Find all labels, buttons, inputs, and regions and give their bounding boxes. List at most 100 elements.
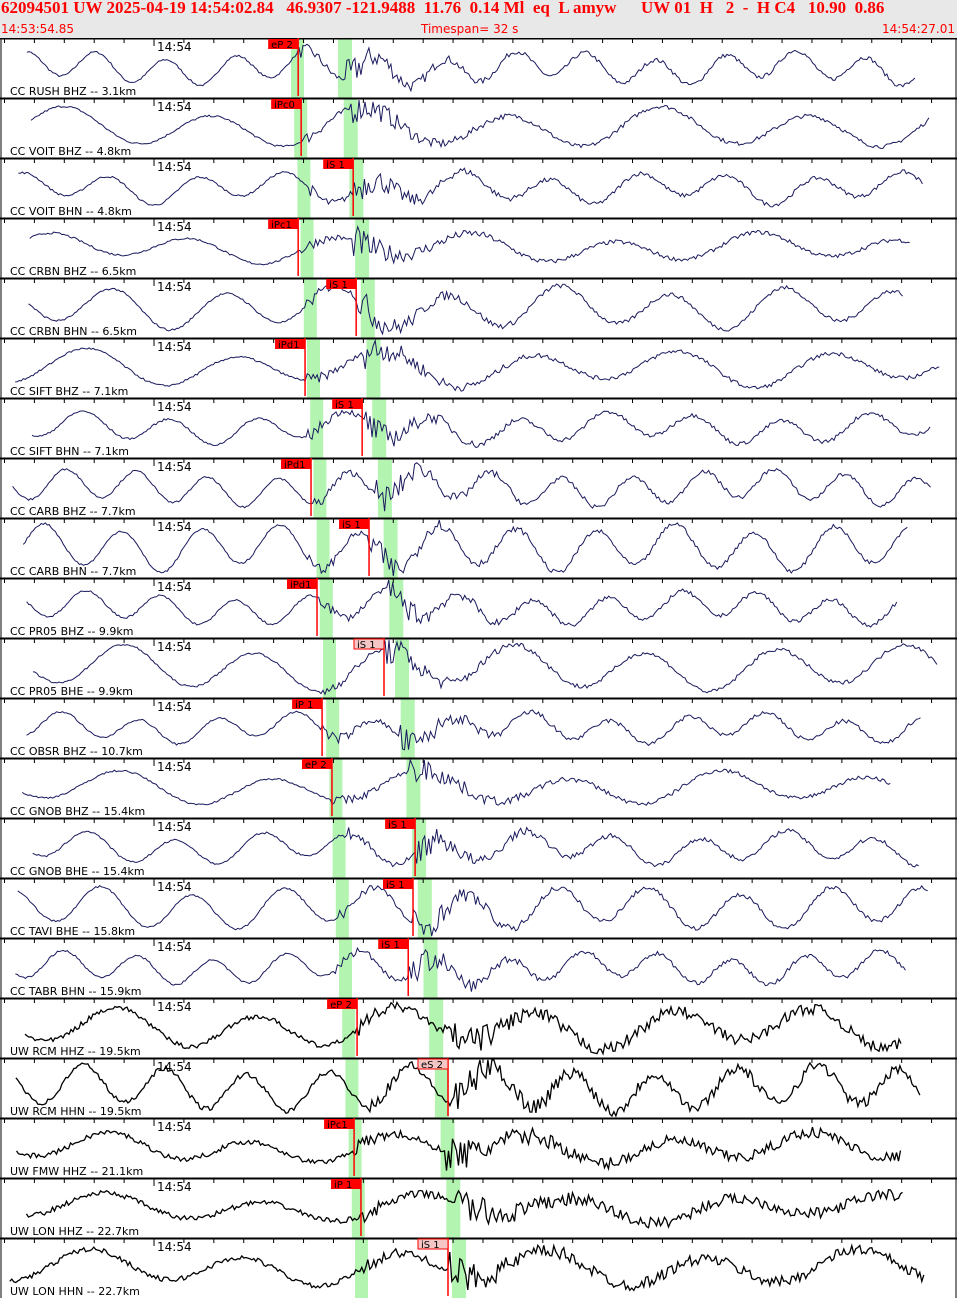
p-window bbox=[313, 458, 327, 518]
minute-label: 14:54 bbox=[157, 940, 192, 954]
waveform bbox=[29, 225, 910, 266]
pick-flag bbox=[417, 1238, 449, 1250]
waveform bbox=[15, 338, 940, 392]
pick-label: iS 1 bbox=[326, 160, 345, 171]
event-header: 62094501 UW 2025-04-19 14:54:02.84 46.93… bbox=[0, 0, 957, 38]
waveform bbox=[24, 1000, 902, 1056]
p-window bbox=[345, 1058, 359, 1118]
trace-panel: 14:54 CC SIFT BHN -- 7.1km iS 1 bbox=[0, 397, 957, 458]
s-window bbox=[377, 458, 392, 518]
waveform bbox=[15, 946, 906, 992]
s-window bbox=[434, 1058, 449, 1118]
p-window bbox=[332, 818, 346, 878]
s-window bbox=[383, 518, 398, 578]
minute-label: 14:54 bbox=[157, 640, 192, 654]
trace-panel: 14:54 CC SIFT BHZ -- 7.1km iPd1 bbox=[0, 337, 957, 398]
station-label: CC VOIT BHZ -- 4.8km bbox=[10, 145, 131, 158]
p-window bbox=[335, 878, 349, 938]
pick-label: eP 2 bbox=[305, 760, 327, 771]
station-label: CC OBSR BHZ -- 10.7km bbox=[10, 745, 143, 758]
trace-panel: 14:54 CC OBSR BHZ -- 10.7km iP 1 bbox=[0, 697, 957, 758]
waveform bbox=[32, 826, 919, 868]
pick-label: eP 2 bbox=[271, 40, 293, 51]
station-label: UW FMW HHZ -- 21.1km bbox=[10, 1165, 143, 1178]
pick-flag bbox=[275, 339, 306, 349]
station-label: CC GNOB BHZ -- 15.4km bbox=[10, 805, 145, 818]
pick-flag bbox=[268, 219, 299, 229]
station-label: UW RCM HHN -- 19.5km bbox=[10, 1105, 141, 1118]
waveform bbox=[26, 43, 916, 93]
station-label: CC CARB BHZ -- 7.7km bbox=[10, 505, 136, 518]
trace-panel: 14:54 CC TAVI BHE -- 15.8km iS 1 bbox=[0, 877, 957, 938]
minute-label: 14:54 bbox=[157, 880, 192, 894]
pick-flag bbox=[417, 1058, 449, 1070]
trace-panel: 14:54 UW FMW HHZ -- 21.1km iPc1 bbox=[0, 1117, 957, 1178]
minute-label: 14:54 bbox=[157, 1060, 192, 1074]
pick-flag bbox=[292, 699, 323, 709]
p-window bbox=[326, 698, 340, 758]
pick-flag bbox=[268, 39, 299, 49]
minute-label: 14:54 bbox=[157, 1180, 192, 1194]
station-label: CC GNOB BHE -- 15.4km bbox=[10, 865, 145, 878]
pick-label: iS 1 bbox=[386, 880, 405, 891]
pick-label: iPd1 bbox=[290, 580, 312, 591]
station-label: CC SIFT BHZ -- 7.1km bbox=[10, 385, 128, 398]
s-window bbox=[423, 938, 438, 998]
waveform bbox=[31, 409, 931, 449]
waveform bbox=[30, 99, 930, 150]
station-label: UW LON HHZ -- 22.7km bbox=[10, 1225, 139, 1238]
station-label: CC CRBN BHN -- 6.5km bbox=[10, 325, 137, 338]
waveform bbox=[17, 884, 928, 937]
event-summary: 62094501 UW 2025-04-19 14:54:02.84 46.93… bbox=[1, 0, 617, 17]
minute-label: 14:54 bbox=[157, 40, 192, 54]
minute-label: 14:54 bbox=[157, 580, 192, 594]
waveform bbox=[22, 519, 908, 577]
p-window bbox=[307, 338, 320, 398]
s-window bbox=[372, 398, 387, 458]
trace-panel: 14:54 UW RCM HHN -- 19.5km eS 2 bbox=[0, 1057, 957, 1118]
pick-label: iP 1 bbox=[295, 700, 313, 711]
station-label: CC TABR BHN -- 15.9km bbox=[10, 985, 142, 998]
p-window bbox=[339, 938, 352, 998]
minute-label: 14:54 bbox=[157, 340, 192, 354]
p-window bbox=[342, 998, 356, 1058]
minute-label: 14:54 bbox=[157, 1240, 192, 1254]
station-label: UW RCM HHZ -- 19.5km bbox=[10, 1045, 141, 1058]
seismogram-plot: 14:54 CC RUSH BHZ -- 3.1km eP 2 14:54 CC VOI… bbox=[0, 38, 957, 1298]
pick-flag bbox=[287, 579, 318, 589]
trace-panel: 14:54 CC CARB BHN -- 7.7km iS 1 bbox=[0, 517, 957, 578]
waveform bbox=[15, 1059, 921, 1118]
minute-label: 14:54 bbox=[157, 520, 192, 534]
station-label: CC CRBN BHZ -- 6.5km bbox=[10, 265, 136, 278]
station-label: CC TAVI BHE -- 15.8km bbox=[10, 925, 135, 938]
trace-panel: 14:54 CC RUSH BHZ -- 3.1km eP 2 bbox=[0, 38, 957, 98]
pick-label: iS 1 bbox=[335, 400, 354, 411]
minute-label: 14:54 bbox=[157, 760, 192, 774]
station-label: CC PR05 BHE -- 9.9km bbox=[10, 685, 133, 698]
trace-panel: 14:54 CC TABR BHN -- 15.9km iS 1 bbox=[0, 937, 957, 998]
start-time: 14:53:54.85 bbox=[1, 22, 74, 36]
waveform bbox=[18, 167, 923, 208]
pick-label: iPc1 bbox=[327, 1120, 348, 1131]
pick-flag bbox=[330, 1179, 361, 1189]
p-window bbox=[319, 578, 333, 638]
waveform bbox=[26, 709, 921, 751]
trace-panel: 14:54 CC CRBN BHZ -- 6.5km iPc1 bbox=[0, 217, 957, 278]
s-window bbox=[446, 1178, 461, 1238]
pick-label: iS 1 bbox=[388, 820, 407, 831]
station-label: UW LON HHN -- 22.7km bbox=[10, 1285, 140, 1298]
trace-panel: 14:54 UW LON HHN -- 22.7km iS 1 bbox=[0, 1237, 957, 1298]
p-window bbox=[303, 278, 317, 338]
minute-label: 14:54 bbox=[157, 1120, 192, 1134]
pick-label: eP 2 bbox=[330, 1000, 352, 1011]
p-window bbox=[310, 398, 324, 458]
s-window bbox=[366, 338, 381, 398]
minute-label: 14:54 bbox=[157, 1000, 192, 1014]
pick-label: iPc0 bbox=[274, 100, 295, 111]
trace-panel: 14:54 UW LON HHZ -- 22.7km iP 1 bbox=[0, 1177, 957, 1238]
station-label: CC SIFT BHN -- 7.1km bbox=[10, 445, 129, 458]
trace-panel: 14:54 CC VOIT BHZ -- 4.8km iPc0 bbox=[0, 97, 957, 158]
pick-label: iS 1 bbox=[357, 640, 376, 651]
minute-label: 14:54 bbox=[157, 820, 192, 834]
p-window bbox=[300, 218, 314, 278]
